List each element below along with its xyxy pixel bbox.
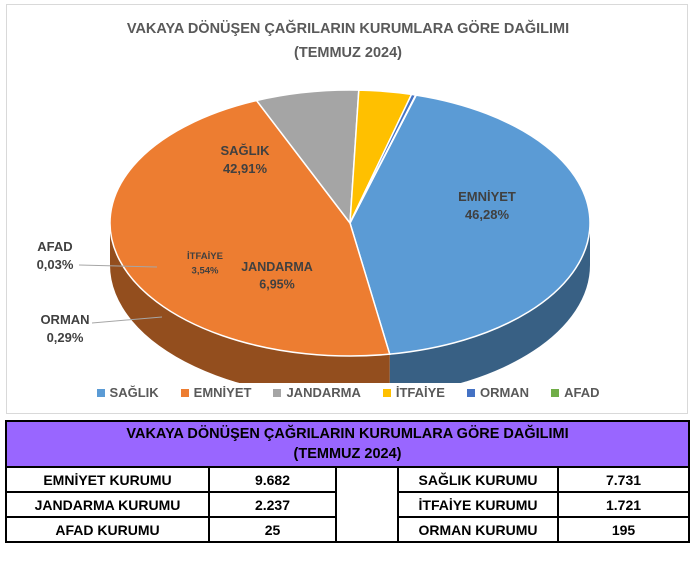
data-label: 0,03% [37,257,74,272]
table-subtitle: (TEMMUZ 2024) [293,446,402,462]
table-value: 7.731 [556,466,691,493]
data-label: AFAD [37,239,72,254]
chart-subtitle: (TEMMUZ 2024) [294,45,402,61]
legend-swatch [180,388,189,397]
pie-slice [255,89,360,226]
legend-item: AFAD [551,385,599,400]
legend-swatch [382,388,391,397]
table-label: ORMAN KURUMU [397,516,559,543]
table-row: JANDARMA KURUMU 2.237 İTFAİYE KURUMU 1.7… [5,491,691,518]
data-label: SAĞLIK [220,143,270,158]
table-value: 195 [556,516,691,543]
table-row: EMNİYET KURUMU 9.682 SAĞLIK KURUMU 7.731 [5,466,691,543]
table-label: JANDARMA KURUMU [5,491,210,518]
data-label: İTFAİYE [187,251,223,262]
table-row: AFAD KURUMU 25 ORMAN KURUMU 195 [5,516,691,543]
table-label: AFAD KURUMU [5,516,210,543]
chart-legend: SAĞLIK EMNİYET JANDARMA İTFAİYE ORMAN AFAD [7,385,689,400]
data-label: JANDARMA [241,260,313,274]
legend-item: SAĞLIK [96,385,159,400]
legend-swatch [551,388,560,397]
table-label: İTFAİYE KURUMU [397,491,559,518]
legend-label: JANDARMA [286,385,361,400]
pie-slice [349,94,418,224]
legend-item: EMNİYET [180,385,252,400]
pie-wall-emni̇yet [110,223,390,383]
legend-item: İTFAİYE [382,385,445,400]
data-label: 46,28% [465,207,510,222]
data-label: 3,54% [192,266,219,277]
legend-swatch [96,388,105,397]
pie-wall-sağlik [389,223,590,383]
chart-title: VAKAYA DÖNÜŞEN ÇAĞRILARIN KURUMLARA GÖRE… [126,21,570,37]
table-label: SAĞLIK KURUMU [397,466,559,493]
pie-slice [349,94,591,355]
table-value: 1.721 [556,491,691,518]
table-title: VAKAYA DÖNÜŞEN ÇAĞRILARIN KURUMLARA GÖRE… [126,426,569,442]
table-value: 25 [208,516,337,543]
table-title-cell: VAKAYA DÖNÜŞEN ÇAĞRILARIN KURUMLARA GÖRE… [4,420,691,468]
legend-label: İTFAİYE [395,385,445,400]
pie-slice [109,99,391,357]
table-value: 2.237 [208,491,337,518]
legend-label: EMNİYET [193,385,252,400]
data-label: EMNİYET [458,189,516,204]
pie-side-walls [110,223,590,383]
table-value: 9.682 [208,466,337,493]
legend-swatch [466,388,475,397]
data-label: ORMAN [40,312,89,327]
data-label: 6,95% [259,278,294,292]
table-label: EMNİYET KURUMU [5,466,210,493]
data-label: 42,91% [223,161,268,176]
data-label: 0,29% [47,330,84,345]
legend-item: ORMAN [466,385,530,400]
legend-item: JANDARMA [273,385,361,400]
legend-swatch [273,388,282,397]
chart-area: VAKAYA DÖNÜŞEN ÇAĞRILARIN KURUMLARA GÖRE… [6,4,688,414]
pie-chart: SAĞLIK 42,91% EMNİYET 46,28% JANDARMA 6,95% İT… [37,89,591,383]
summary-table: VAKAYA DÖNÜŞEN ÇAĞRILARIN KURUMLARA GÖRE… [4,420,691,543]
legend-label: AFAD [564,385,600,400]
legend-label: ORMAN [479,385,530,400]
leader-line [78,264,158,268]
table-spacer [335,466,399,543]
legend-label: SAĞLIK [109,385,159,400]
leader-line [91,316,163,324]
